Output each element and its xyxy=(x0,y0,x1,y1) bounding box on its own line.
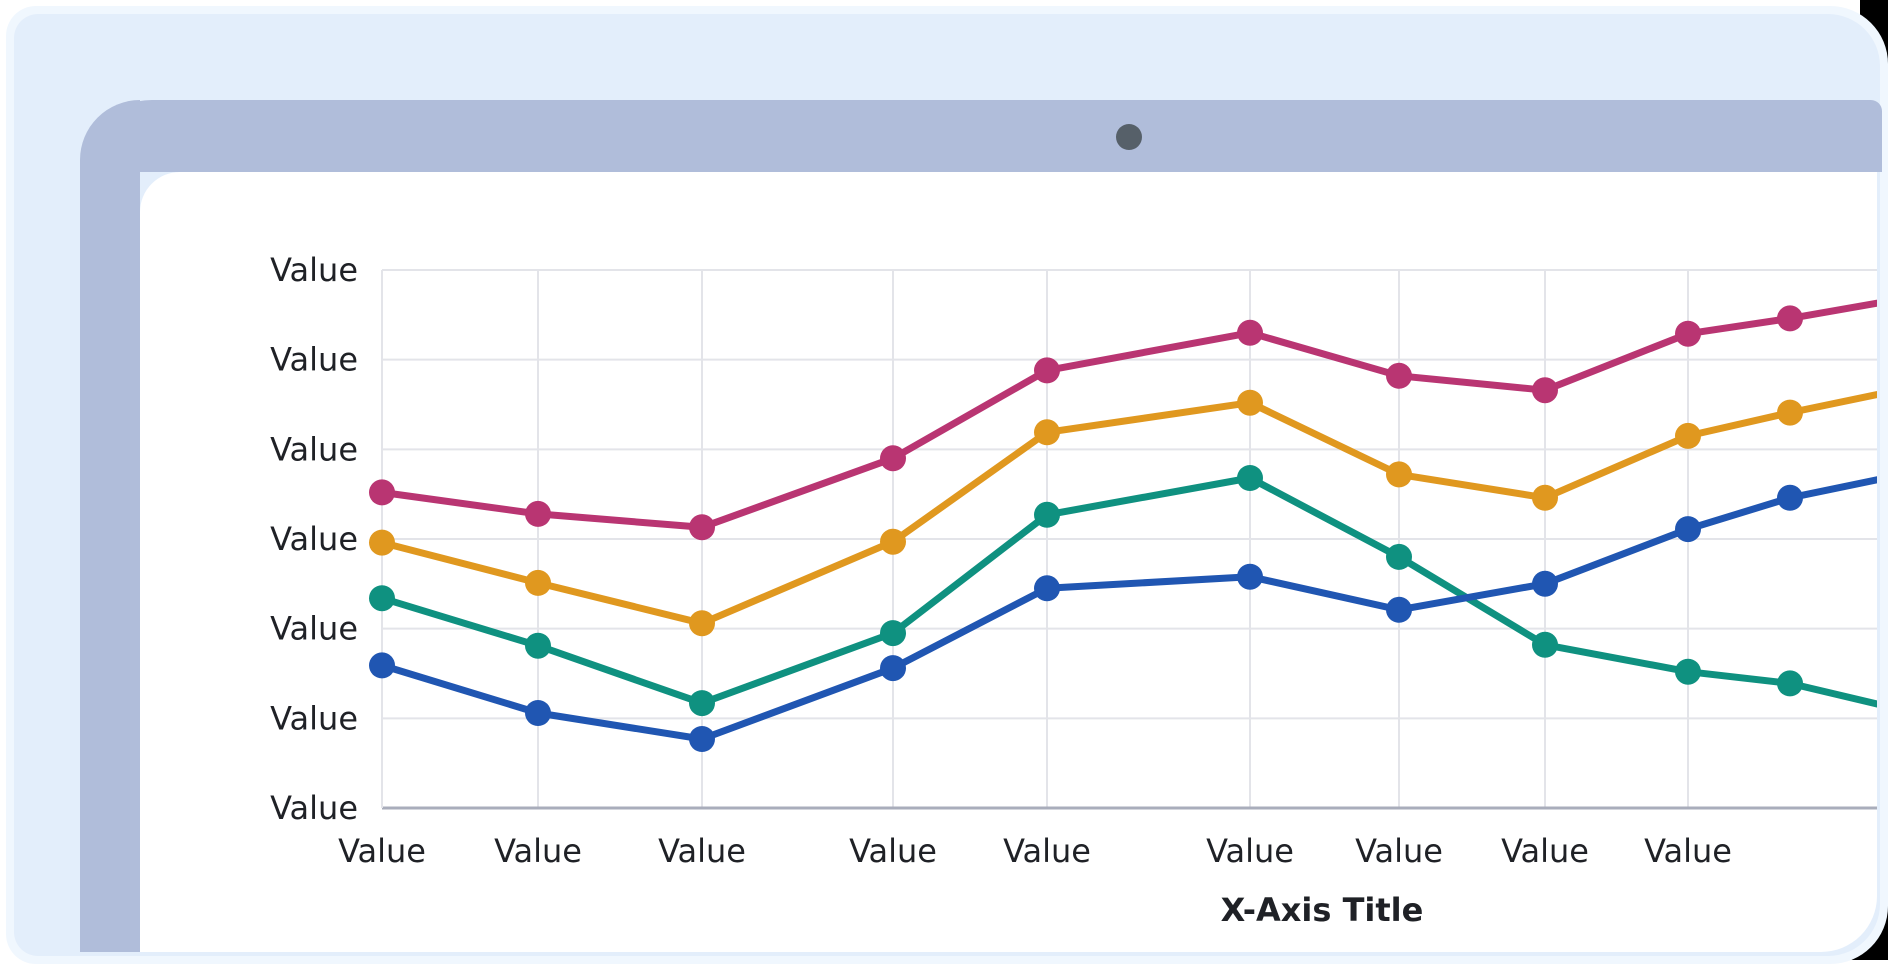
x-axis-title: X-Axis Title xyxy=(1221,891,1424,929)
series-teal-point xyxy=(1777,670,1803,697)
y-axis-tick-label: Value xyxy=(270,430,358,468)
series-orange-line xyxy=(378,391,1877,627)
series-teal-point xyxy=(1237,465,1263,491)
series-orange-point xyxy=(1777,399,1803,426)
series-blue-point xyxy=(1532,570,1558,597)
camera-dot-icon xyxy=(1116,124,1142,150)
series-blue-point xyxy=(1386,596,1412,623)
x-axis-tick-label: Value xyxy=(338,832,426,870)
series-orange-point xyxy=(1386,461,1412,488)
series-magenta-point xyxy=(1034,357,1060,384)
x-axis-tick-label: Value xyxy=(1355,832,1443,870)
series-blue-point xyxy=(1034,575,1060,602)
x-axis-tick-label: Value xyxy=(1206,832,1294,870)
series-orange-point xyxy=(1532,484,1558,511)
device-screen xyxy=(140,172,1877,952)
series-blue-point xyxy=(1777,484,1803,511)
series-teal-point xyxy=(1034,501,1060,528)
series-teal-point xyxy=(1532,631,1558,658)
series-orange-point xyxy=(1237,389,1263,416)
series-teal-point xyxy=(525,632,551,659)
series-teal-point xyxy=(1675,658,1701,685)
series-magenta-point xyxy=(369,479,395,506)
x-axis-tick-label: Value xyxy=(658,832,746,870)
series-orange-point xyxy=(880,528,906,555)
series-magenta-point xyxy=(525,500,551,527)
series-magenta-point xyxy=(880,445,906,472)
series-magenta-point xyxy=(1237,319,1263,346)
line-chart: Value Value Value Value Value Value Value Value… xyxy=(270,251,1877,929)
series-teal-point xyxy=(369,585,395,612)
x-axis-tick-label: Value xyxy=(1644,832,1732,870)
series-orange-point xyxy=(369,529,395,556)
series-orange-point xyxy=(689,610,715,637)
y-axis-tick-label: Value xyxy=(270,251,358,289)
series-teal-point xyxy=(880,620,906,647)
x-axis-tick-label: Value xyxy=(849,832,937,870)
series-blue-point xyxy=(1675,516,1701,543)
series-magenta-point xyxy=(1532,377,1558,404)
series-blue-point xyxy=(369,652,395,679)
device-bezel-left xyxy=(80,100,140,952)
x-axis-tick-label: Value xyxy=(494,832,582,870)
series-teal-point xyxy=(1386,543,1412,570)
y-axis-tick-label: Value xyxy=(270,699,358,737)
series-blue-point xyxy=(525,700,551,726)
series-blue-point xyxy=(689,726,715,752)
series-orange-point xyxy=(1034,419,1060,446)
series-magenta-point xyxy=(1777,305,1803,332)
y-axis-tick-label: Value xyxy=(270,520,358,558)
series-blue-point xyxy=(880,655,906,682)
series-magenta-point xyxy=(1675,320,1701,347)
series-teal-line xyxy=(378,474,1877,708)
series-magenta-line xyxy=(378,299,1877,531)
y-axis-tick-label: Value xyxy=(270,610,358,648)
device-bezel-top xyxy=(80,100,1882,172)
series-orange-point xyxy=(525,569,551,596)
series-blue-point xyxy=(1237,563,1263,590)
series-magenta-point xyxy=(689,514,715,541)
x-axis-tick-label: Value xyxy=(1501,832,1589,870)
series-magenta-point xyxy=(1386,362,1412,389)
y-axis-tick-label: Value xyxy=(270,341,358,379)
series-teal-point xyxy=(689,690,715,717)
series-orange-point xyxy=(1675,422,1701,449)
x-axis-tick-label: Value xyxy=(1003,832,1091,870)
y-axis-tick-label: Value xyxy=(270,789,358,827)
